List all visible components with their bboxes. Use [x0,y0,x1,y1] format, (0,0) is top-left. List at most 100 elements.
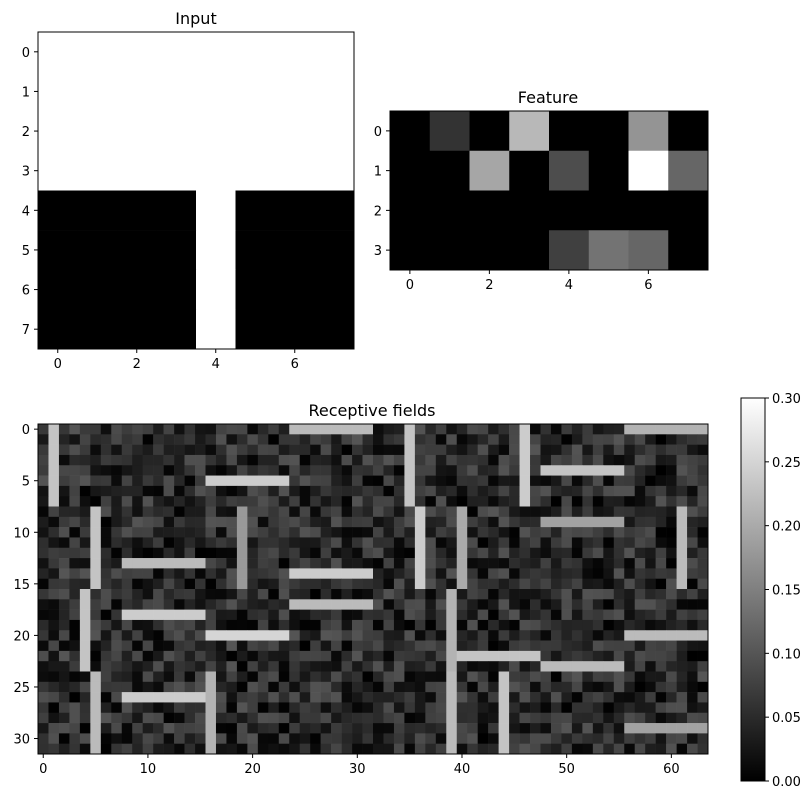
receptive-fields-cell [519,589,531,600]
receptive-fields-cell [645,496,656,507]
input-cell [235,111,276,152]
receptive-fields-cell [383,723,395,734]
receptive-fields-cell [299,537,311,549]
receptive-fields-cell [634,712,646,724]
receptive-fields-cell [404,454,416,466]
receptive-fields-cell [121,558,133,569]
receptive-fields-cell [634,568,646,579]
input-x-tick-label: 0 [54,357,62,372]
receptive-fields-cell [425,454,437,466]
feature-cell [668,190,709,231]
receptive-fields-cell [226,619,238,631]
receptive-fields-cell [320,630,332,641]
receptive-fields-cell [519,496,531,507]
receptive-fields-cell [38,640,49,652]
receptive-fields-cell [655,681,667,693]
receptive-fields-cell [540,650,552,662]
receptive-fields-cell [278,558,290,569]
receptive-fields-cell [90,516,102,528]
receptive-fields-cell [174,568,185,579]
receptive-fields-cell [236,702,248,714]
receptive-fields-cell [582,599,594,610]
receptive-fields-cell [540,630,552,641]
receptive-fields-cell [331,630,342,641]
receptive-fields-cell [582,743,594,755]
receptive-fields-cell [341,650,353,662]
receptive-fields-cell [425,444,437,456]
receptive-fields-cell [425,496,437,507]
receptive-fields-cell [153,743,164,755]
receptive-fields-cell [509,671,520,683]
receptive-fields-cell [299,681,311,693]
receptive-fields-cell [582,568,594,579]
receptive-fields-cell [100,454,112,466]
receptive-fields-cell [634,454,646,466]
receptive-fields-cell [163,671,175,683]
receptive-fields-cell [352,692,363,703]
receptive-fields-cell [509,558,520,569]
receptive-fields-cell [310,599,321,610]
input-cell [156,71,197,112]
receptive-fields-cell [456,516,468,528]
receptive-fields-cell [38,547,49,559]
receptive-fields-cell [613,506,625,518]
receptive-fields-cell [142,661,154,672]
receptive-fields-cell [163,589,175,600]
receptive-fields-cell [592,496,604,507]
receptive-fields-cell [613,712,625,724]
receptive-fields-cell [603,743,615,755]
receptive-fields-cell [592,578,604,590]
receptive-fields-cell [446,619,458,631]
receptive-fields-cell [697,671,709,683]
receptive-fields-cell [383,650,395,662]
receptive-fields-cell [414,424,426,435]
receptive-fields-cell [414,434,426,445]
receptive-fields-cell [352,454,363,466]
receptive-fields-cell [530,681,541,693]
receptive-fields-cell [48,599,60,610]
receptive-fields-cell [184,578,196,590]
receptive-fields-cell [299,630,311,641]
receptive-fields-cell [592,506,604,518]
receptive-fields-cell [613,743,625,755]
receptive-fields-cell [247,630,259,641]
receptive-fields-cell [425,723,437,734]
receptive-fields-cell [697,444,709,456]
receptive-fields-cell [373,496,384,507]
receptive-fields-cell [142,589,154,600]
receptive-fields-cell [697,547,709,559]
receptive-fields-cell [236,650,248,662]
input-cell [38,190,78,231]
receptive-fields-cell [100,558,112,569]
receptive-fields-cell [352,485,363,497]
receptive-fields-cell [90,640,102,652]
receptive-fields-cell [530,424,541,435]
receptive-fields-cell [561,454,573,466]
receptive-fields-cell [163,496,175,507]
receptive-fields-cell [540,723,552,734]
receptive-fields-cell [362,702,374,714]
receptive-fields-cell [341,465,353,476]
receptive-fields-cell [142,568,154,579]
receptive-fields-cell [257,599,269,610]
receptive-fields-cell [163,692,175,703]
receptive-fields-cell [498,485,510,497]
receptive-fields-cell [467,444,478,456]
receptive-fields-cell [530,434,541,445]
receptive-fields-cell [48,454,60,466]
receptive-fields-cell [467,661,478,672]
receptive-fields-cell [121,547,133,559]
receptive-fields-cell [571,681,583,693]
receptive-fields-cell [666,599,677,610]
receptive-fields-cell [561,671,573,683]
receptive-fields-cell [184,640,196,652]
receptive-fields-cell [341,537,353,549]
receptive-fields-cell [435,527,447,538]
receptive-fields-cell [582,454,594,466]
receptive-fields-cell [278,547,290,559]
receptive-fields-cell [582,516,594,528]
receptive-fields-cell [111,681,123,693]
receptive-fields-cell [530,702,541,714]
receptive-fields-cell [603,434,615,445]
